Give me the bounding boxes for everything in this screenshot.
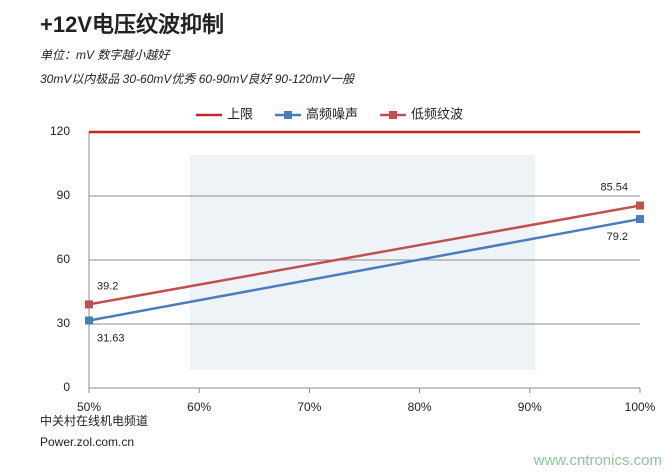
watermark: www.cntronics.com <box>533 452 662 469</box>
background-logo <box>190 155 535 370</box>
x-tick-label: 90% <box>518 400 542 414</box>
data-label: 31.63 <box>97 332 125 344</box>
y-tick-label: 30 <box>57 316 71 330</box>
legend-marker <box>389 111 398 119</box>
legend-label: 上限 <box>227 106 253 121</box>
x-tick-label: 100% <box>625 400 656 414</box>
y-tick-label: 90 <box>57 188 71 202</box>
x-tick-label: 70% <box>297 400 321 414</box>
data-label: 85.54 <box>600 181 628 193</box>
point-marker <box>85 316 93 325</box>
data-label: 39.2 <box>97 280 118 292</box>
x-tick-label: 80% <box>408 400 432 414</box>
point-marker <box>85 300 93 309</box>
source: 中关村在线机电频道 <box>40 413 148 428</box>
y-tick-label: 0 <box>63 380 70 394</box>
x-tick-label: 50% <box>77 400 101 414</box>
data-label: 79.2 <box>607 231 628 243</box>
subtitle: 单位：mV 数字越小越好 <box>40 48 171 62</box>
y-tick-label: 60 <box>57 252 71 266</box>
subtitle: 30mV以内极品 30-60mV优秀 60-90mV良好 90-120mV一般 <box>40 72 356 86</box>
legend-label: 高频噪声 <box>306 106 358 121</box>
point-marker <box>636 215 644 224</box>
legend-marker <box>284 111 293 119</box>
chart-title: +12V电压纹波抑制 <box>40 12 224 37</box>
legend-label: 低频纹波 <box>411 106 463 121</box>
source: Power.zol.com.cn <box>40 435 134 449</box>
y-tick-label: 120 <box>50 124 70 138</box>
series-line <box>88 217 641 322</box>
point-marker <box>636 201 644 210</box>
x-tick-label: 60% <box>187 400 211 414</box>
series-line <box>88 204 641 306</box>
